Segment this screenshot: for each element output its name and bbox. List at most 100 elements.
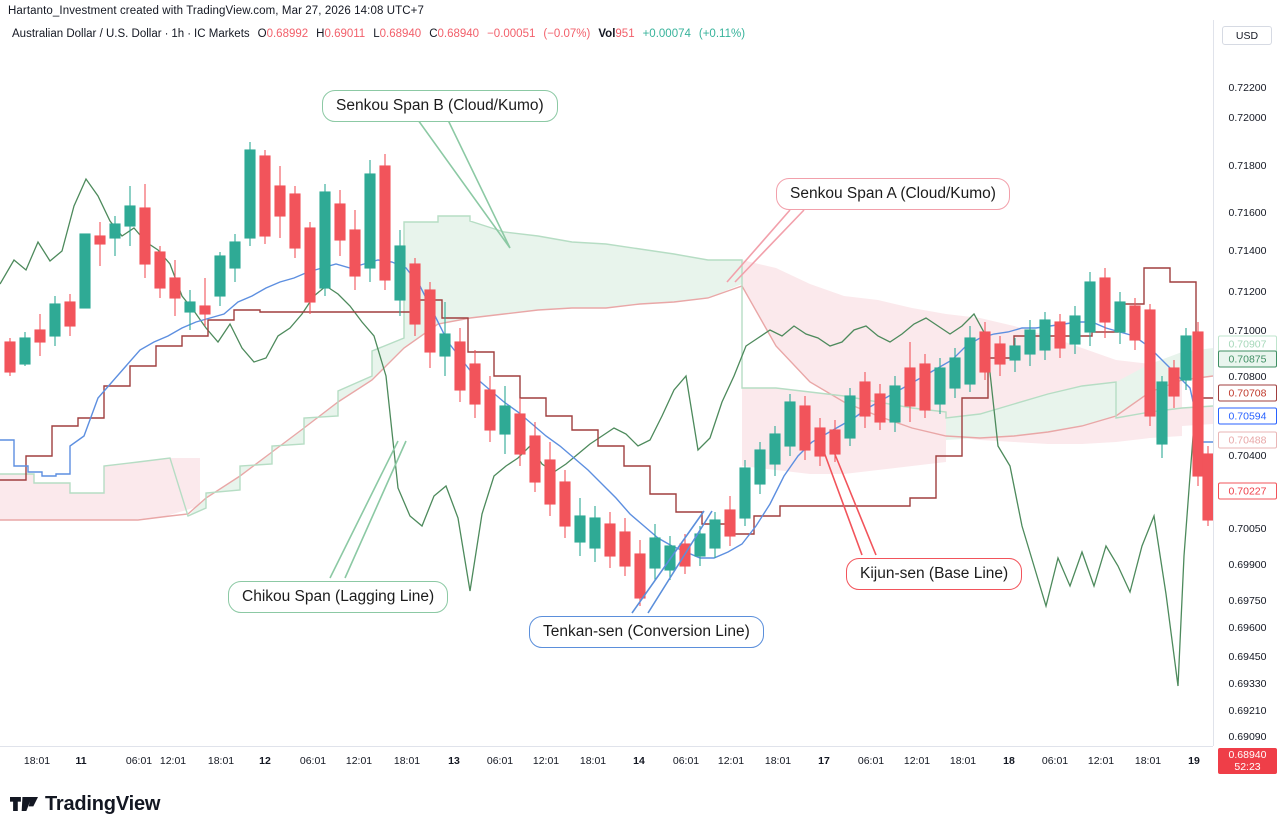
price-tick: 0.71600 <box>1228 207 1267 219</box>
current-price-value: 0.68940 <box>1228 749 1267 761</box>
time-tick: 12 <box>259 755 271 767</box>
candle <box>1084 272 1096 346</box>
currency-badge[interactable]: USD <box>1222 26 1272 45</box>
time-tick: 18:01 <box>949 755 977 767</box>
candle <box>394 230 406 316</box>
annotation-chikou-span-label: Chikou Span (Lagging Line) <box>242 588 435 605</box>
candle <box>79 233 91 309</box>
candle <box>769 426 781 476</box>
candle <box>214 252 226 306</box>
candle <box>469 350 481 418</box>
candle <box>34 314 46 356</box>
price-marker-spanA[interactable]: 0.70488 <box>1218 431 1277 449</box>
legend-high-key: H <box>316 28 325 40</box>
annotation-chikou-span[interactable]: Chikou Span (Lagging Line) <box>228 581 449 614</box>
candle <box>484 376 496 442</box>
candle <box>1009 338 1021 372</box>
candle <box>604 512 616 568</box>
candle <box>139 184 151 278</box>
time-tick: 18 <box>1003 755 1015 767</box>
price-tick: 0.69090 <box>1228 731 1267 743</box>
legend-open-value: 0.68992 <box>266 28 309 40</box>
footer-bar: TradingView <box>0 782 1280 826</box>
time-tick: 06:01 <box>299 755 327 767</box>
time-tick: 06:01 <box>857 755 885 767</box>
candle <box>934 358 946 414</box>
legend-sep-2: · <box>187 28 192 40</box>
time-tick: 06:01 <box>125 755 153 767</box>
price-marker-chikou[interactable]: 0.70907 <box>1218 335 1277 353</box>
price-tick: 0.69750 <box>1228 595 1267 607</box>
candle <box>1054 314 1066 358</box>
candle <box>919 354 931 418</box>
price-tick: 0.71000 <box>1228 325 1267 337</box>
candle <box>274 166 286 238</box>
candle <box>439 302 451 376</box>
tradingview-mark-icon <box>10 797 38 811</box>
candle <box>379 154 391 290</box>
candle <box>889 376 901 432</box>
candle <box>244 142 256 246</box>
current-price-label[interactable]: 0.68940 52:23 <box>1218 748 1277 774</box>
time-tick: 18:01 <box>764 755 792 767</box>
candle <box>979 322 991 380</box>
cloud-bull-left <box>188 216 742 516</box>
price-marker-last[interactable]: 0.70227 <box>1218 482 1277 500</box>
candle <box>994 336 1006 376</box>
candle <box>184 290 196 330</box>
price-tick: 0.69330 <box>1228 678 1267 690</box>
candle <box>1099 268 1111 338</box>
time-tick: 14 <box>633 755 645 767</box>
chart-legend: Australian Dollar / U.S. Dollar · 1h · I… <box>12 28 745 40</box>
annotation-senkou-span-a[interactable]: Senkou Span A (Cloud/Kumo) <box>776 178 1010 211</box>
legend-high-value: 0.69011 <box>324 28 366 40</box>
candle <box>859 372 871 428</box>
candle <box>679 534 691 574</box>
tenkan-sen-line <box>0 259 1213 559</box>
candle <box>694 526 706 566</box>
candle <box>349 210 361 290</box>
candle <box>1039 312 1051 360</box>
time-tick: 12:01 <box>345 755 373 767</box>
candle <box>304 222 316 314</box>
candle <box>514 398 526 466</box>
candle <box>529 422 541 492</box>
candle <box>964 326 976 392</box>
price-tick: 0.70400 <box>1228 450 1267 462</box>
current-price-countdown: 52:23 <box>1234 761 1261 773</box>
time-tick: 18:01 <box>207 755 235 767</box>
annotation-senkou-span-b[interactable]: Senkou Span B (Cloud/Kumo) <box>322 90 558 123</box>
legend-close: C0.68940 <box>429 28 479 40</box>
candle <box>559 470 571 538</box>
legend-symbol[interactable]: Australian Dollar / U.S. Dollar <box>12 28 162 40</box>
time-tick: 18:01 <box>393 755 421 767</box>
chikou-span-line <box>0 177 1203 687</box>
price-tick: 0.69210 <box>1228 705 1267 717</box>
candle <box>589 506 601 562</box>
candle <box>1192 322 1204 486</box>
candle <box>754 442 766 494</box>
price-marker-kijun[interactable]: 0.70708 <box>1218 384 1277 402</box>
annotation-kijun-sen[interactable]: Kijun-sen (Base Line) <box>846 558 1023 591</box>
price-marker-tenkan[interactable]: 0.70594 <box>1218 407 1277 425</box>
annotation-tenkan-sen[interactable]: Tenkan-sen (Conversion Line) <box>529 616 764 649</box>
candle <box>109 216 121 256</box>
attribution-text: Hartanto_Investment created with Trading… <box>8 5 424 17</box>
annotation-senkou-span-b-label: Senkou Span B (Cloud/Kumo) <box>336 97 544 114</box>
price-tick: 0.72000 <box>1228 112 1267 124</box>
annotation-tenkan-sen-label: Tenkan-sen (Conversion Line) <box>543 623 750 640</box>
legend-exchange: IC Markets <box>194 28 250 40</box>
price-tick: 0.69900 <box>1228 559 1267 571</box>
time-tick: 06:01 <box>672 755 700 767</box>
candle <box>454 328 466 402</box>
candle <box>904 342 916 422</box>
price-axis[interactable]: USD 0.72200 0.72000 0.71800 0.71600 0.71400 0… <box>1213 20 1280 774</box>
price-tick: 0.71800 <box>1228 160 1267 172</box>
candle <box>1144 304 1156 426</box>
legend-interval[interactable]: 1h <box>171 28 185 40</box>
time-axis[interactable]: 18:01 11 06:01 12:01 18:01 12 06:01 12:01 18:01 1… <box>0 746 1213 774</box>
candle <box>799 396 811 460</box>
candle <box>814 418 826 466</box>
price-marker-spanB[interactable]: 0.70875 <box>1218 350 1277 368</box>
